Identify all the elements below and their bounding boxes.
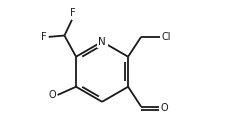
Text: F: F [41, 32, 47, 42]
Text: O: O [160, 103, 167, 113]
Text: O: O [48, 90, 56, 100]
Text: F: F [70, 8, 75, 18]
Text: Cl: Cl [160, 32, 170, 42]
Text: N: N [98, 37, 106, 47]
